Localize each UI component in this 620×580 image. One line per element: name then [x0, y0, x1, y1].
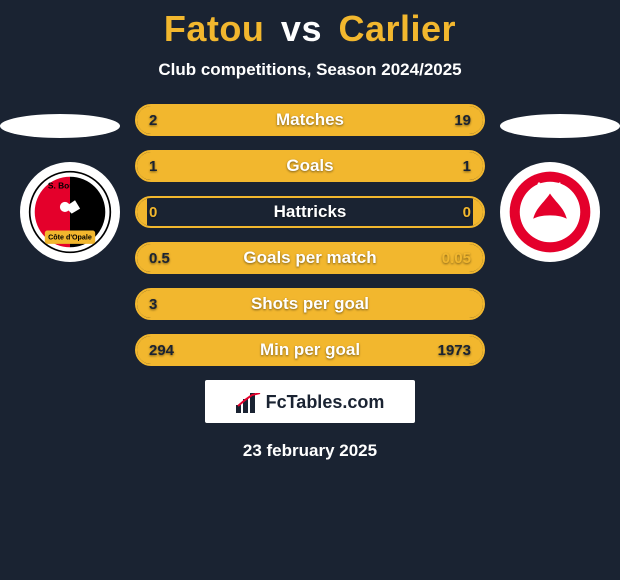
stat-row: 219Matches [135, 104, 485, 136]
svg-text:S. Boulogn: S. Boulogn [48, 180, 92, 190]
asnl-crest-icon: ASNL [508, 170, 592, 254]
stat-row: 3Shots per goal [135, 288, 485, 320]
fctables-logo-icon [236, 393, 262, 413]
stat-label: Min per goal [137, 336, 483, 364]
stat-row: 2941973Min per goal [135, 334, 485, 366]
fctables-label: FcTables.com [266, 392, 385, 413]
date-label: 23 february 2025 [0, 441, 620, 461]
stat-label: Hattricks [137, 198, 483, 226]
stat-row: 00Hattricks [135, 196, 485, 228]
boulogne-crest-icon: S. Boulogn Côte d'Opale [28, 170, 112, 254]
comparison-panel: S. Boulogn Côte d'Opale ASNL 219Matches 1… [0, 104, 620, 461]
player1-name: Fatou [164, 8, 264, 49]
club-badge-left: S. Boulogn Côte d'Opale [20, 162, 120, 262]
stat-label: Shots per goal [137, 290, 483, 318]
player2-name: Carlier [338, 8, 456, 49]
stats-rows: 219Matches 11Goals 00Hattricks 0.50.05Goals… [135, 104, 485, 366]
comparison-title: Fatou vs Carlier [0, 0, 620, 50]
vs-label: vs [281, 8, 322, 49]
flag-right-icon [500, 114, 620, 138]
stat-label: Goals [137, 152, 483, 180]
fctables-badge[interactable]: FcTables.com [205, 380, 415, 423]
stat-label: Goals per match [137, 244, 483, 272]
flag-left-icon [0, 114, 120, 138]
stat-label: Matches [137, 106, 483, 134]
club-badge-right: ASNL [500, 162, 600, 262]
stat-row: 0.50.05Goals per match [135, 242, 485, 274]
svg-text:Côte d'Opale: Côte d'Opale [48, 234, 92, 242]
stat-row: 11Goals [135, 150, 485, 182]
svg-text:ASNL: ASNL [535, 181, 565, 193]
subtitle: Club competitions, Season 2024/2025 [0, 60, 620, 80]
